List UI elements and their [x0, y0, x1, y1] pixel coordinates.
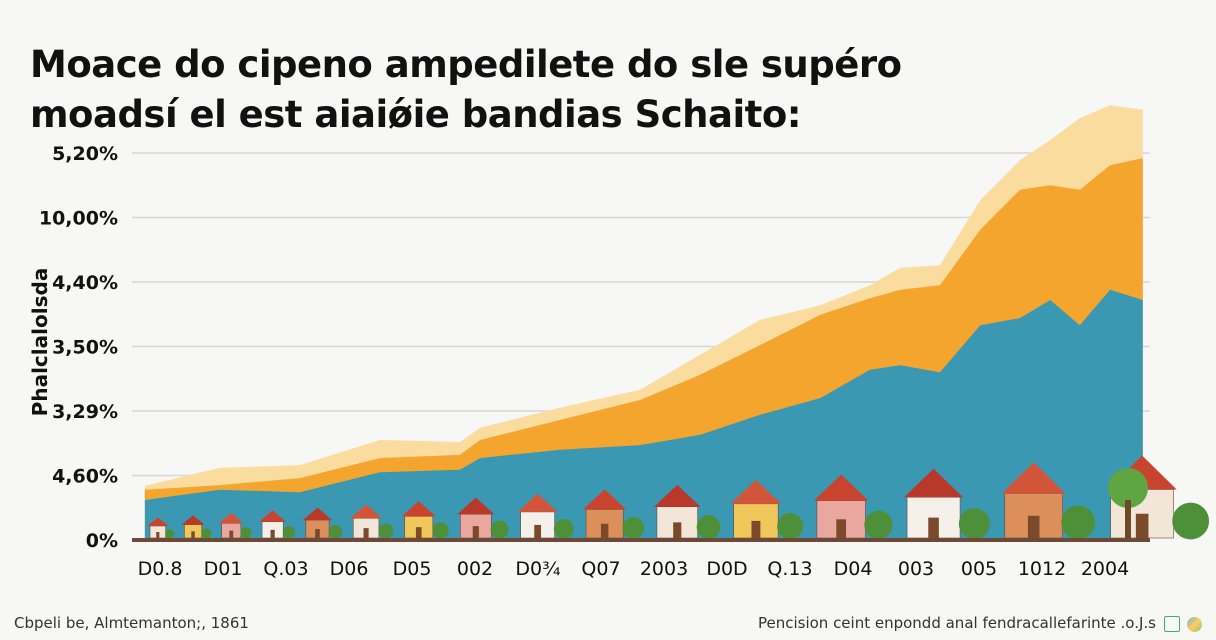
calendar-icon [1164, 616, 1180, 632]
house-roof [259, 510, 287, 522]
house-roof [181, 515, 205, 525]
x-tick-label: Q.13 [767, 558, 812, 580]
house-door [229, 530, 234, 538]
x-tick-label: 1012 [1018, 558, 1066, 580]
bush [864, 510, 893, 540]
houses-illustration [147, 455, 1210, 540]
y-tick-label: 10,00% [39, 208, 118, 230]
house-roof [1001, 462, 1066, 494]
footer-note: Pencision ceint enpondd anal fendracalle… [757, 614, 1156, 632]
house-door [472, 526, 479, 538]
bush [696, 515, 721, 539]
house-door [751, 520, 761, 538]
bush [490, 520, 509, 539]
house-roof [517, 493, 558, 512]
house-door [1135, 513, 1149, 538]
x-tick-label: 003 [898, 558, 934, 580]
bush [328, 524, 343, 539]
house-door [928, 517, 939, 538]
y-tick-label: 5,20% [52, 143, 118, 165]
house-door [1027, 515, 1040, 538]
bush [165, 529, 175, 539]
bush [378, 523, 394, 539]
bush [240, 527, 252, 539]
y-tick-label: 4,40% [52, 272, 118, 294]
x-tick-label: Q07 [581, 558, 620, 580]
y-tick-label: 3,29% [52, 401, 118, 423]
area-series-1 [144, 289, 1143, 540]
house-door [315, 529, 320, 538]
globe-icon [1187, 617, 1202, 632]
y-tick-label: 4,60% [52, 466, 118, 488]
x-tick-label: 2003 [640, 558, 688, 580]
bush [622, 517, 645, 539]
x-tick-label: D06 [330, 558, 369, 580]
house-roof [457, 497, 495, 515]
house-roof [302, 507, 333, 521]
x-tick-label: 2004 [1081, 558, 1129, 580]
x-tick-label: D04 [834, 558, 873, 580]
house-roof [401, 501, 436, 517]
house-roof [813, 474, 869, 501]
bush [777, 513, 804, 540]
x-tick-label: D0.8 [138, 558, 183, 580]
house-roof [653, 484, 701, 507]
x-tick-label: D0¾ [515, 558, 560, 580]
y-tick-label: 0% [86, 530, 118, 552]
house-roof [583, 489, 627, 510]
house-door [415, 527, 422, 538]
bush [958, 508, 990, 540]
bush [201, 528, 212, 539]
house-door [363, 528, 369, 538]
bush [282, 526, 296, 539]
bush [1061, 505, 1096, 540]
x-tick-label: 002 [457, 558, 493, 580]
house-roof [147, 517, 169, 526]
house-door [191, 531, 195, 538]
house-roof [350, 504, 382, 519]
tree-trunk [1125, 500, 1131, 538]
house-door [270, 529, 275, 538]
footer-source: Cbpeli be, Almtemanton;, 1861 [14, 614, 249, 632]
house-door [836, 519, 847, 538]
tree [1108, 468, 1148, 508]
house-roof [730, 479, 782, 504]
house-roof [218, 512, 244, 524]
house-roof [904, 468, 964, 498]
house-door [600, 523, 609, 538]
house-door [673, 522, 682, 538]
bush [553, 518, 574, 539]
x-tick-label: D0D [706, 558, 747, 580]
chart-title: Moace do cipeno ampedilete do sle supéro… [30, 40, 902, 140]
x-tick-label: Q.03 [263, 558, 308, 580]
y-tick-label: 3,50% [52, 337, 118, 359]
x-tick-label: 005 [961, 558, 997, 580]
house-door [534, 524, 542, 538]
house-door [156, 532, 160, 538]
title-line-1: Moace do cipeno ampedilete do sle supéro [30, 43, 902, 86]
x-tick-label: D01 [204, 558, 243, 580]
x-tick-label: D05 [393, 558, 432, 580]
bush [432, 522, 449, 539]
bush [1172, 502, 1210, 540]
title-line-2: moadsí el est aiaiǿie bandias Schaito: [30, 93, 802, 136]
